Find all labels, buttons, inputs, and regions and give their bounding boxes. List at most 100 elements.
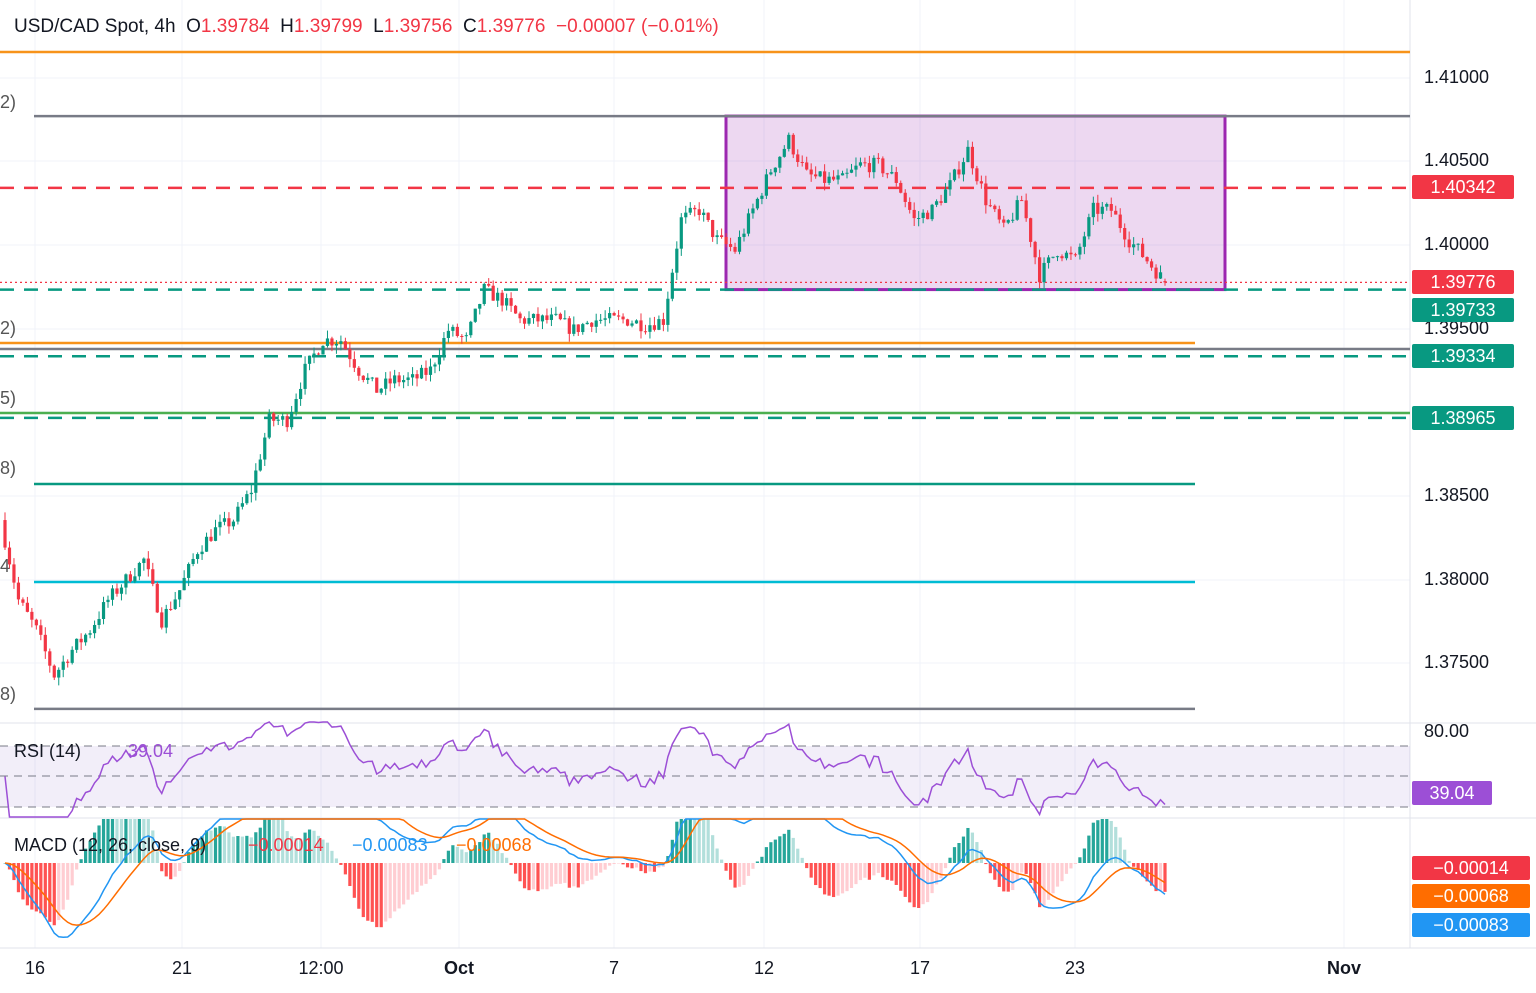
candle-body bbox=[191, 558, 195, 564]
macd-histogram-bar bbox=[903, 863, 907, 897]
macd-histogram-bar bbox=[204, 830, 209, 863]
candle-body bbox=[272, 413, 276, 421]
macd-histogram-bar bbox=[634, 863, 639, 868]
macd-histogram-bar bbox=[155, 851, 159, 863]
time-tick: 7 bbox=[608, 958, 620, 978]
macd-histogram-bar bbox=[540, 863, 545, 890]
candle-body bbox=[151, 569, 155, 584]
candle-body bbox=[88, 633, 92, 635]
macd-histogram-bar bbox=[469, 850, 473, 863]
candle-body bbox=[500, 292, 504, 306]
macd-histogram-bar bbox=[1118, 837, 1122, 863]
macd-histogram-bar bbox=[43, 863, 47, 918]
macd-histogram-bar bbox=[809, 863, 813, 878]
macd-tag: −0.00083 bbox=[1412, 913, 1530, 937]
macd-histogram-bar bbox=[513, 863, 518, 874]
macd-histogram-bar bbox=[57, 863, 61, 921]
macd-histogram-bar bbox=[706, 819, 710, 863]
macd-histogram-bar bbox=[621, 863, 625, 865]
macd-histogram-bar bbox=[1096, 820, 1100, 863]
macd-histogram-bar bbox=[482, 834, 486, 863]
macd-histogram-bar bbox=[746, 863, 751, 876]
candle-body bbox=[746, 213, 751, 234]
candle-body bbox=[419, 367, 424, 379]
time-tick: 12 bbox=[753, 958, 775, 978]
macd-histogram-bar bbox=[34, 863, 38, 912]
macd-histogram-bar bbox=[751, 863, 755, 869]
macd-label: MACD (12, 26, close, 9) bbox=[14, 835, 207, 855]
macd-histogram-bar bbox=[608, 863, 612, 866]
macd-histogram-bar bbox=[737, 863, 742, 887]
macd-histogram-bar bbox=[222, 826, 227, 863]
candle-body bbox=[1136, 243, 1140, 245]
macd-hist-tag: −0.00014 bbox=[1412, 856, 1530, 880]
macd-histogram-bar bbox=[527, 863, 531, 891]
macd-histogram-bar bbox=[348, 863, 352, 887]
macd-histogram-bar bbox=[1073, 863, 1078, 864]
fib-label: 2) bbox=[0, 318, 17, 338]
macd-histogram-bar bbox=[1069, 863, 1073, 869]
candle-body bbox=[1069, 252, 1073, 255]
candle-body bbox=[1118, 214, 1122, 229]
candle-body bbox=[724, 237, 728, 245]
candle-body bbox=[679, 217, 683, 249]
macd-histogram-bar bbox=[728, 863, 733, 880]
candle-body bbox=[728, 244, 733, 247]
candle-body bbox=[688, 207, 692, 213]
time-tick: 12:00 bbox=[298, 958, 344, 978]
price-tick: 1.39500 bbox=[1424, 318, 1490, 338]
candle-body bbox=[1011, 219, 1015, 221]
candle-body bbox=[657, 319, 661, 330]
price-tag-support: 1.39733 bbox=[1412, 298, 1514, 322]
candle-body bbox=[370, 377, 374, 379]
macd-histogram-bar bbox=[424, 863, 428, 884]
macd-histogram-bar bbox=[599, 863, 603, 873]
candle-body bbox=[119, 587, 124, 594]
symbol-header: USD/CAD Spot, 4h O1.39784 H1.39799 L1.39… bbox=[14, 16, 719, 38]
candle-body bbox=[487, 283, 491, 286]
candle-body bbox=[267, 413, 271, 438]
macd-histogram-bar bbox=[245, 835, 249, 863]
candle-body bbox=[352, 359, 356, 368]
macd-histogram-bar bbox=[478, 842, 482, 863]
close-label: C bbox=[462, 16, 477, 37]
price-tick: 1.41000 bbox=[1424, 67, 1490, 87]
candle-body bbox=[464, 335, 468, 337]
macd-signal-value: −0.00068 bbox=[456, 835, 532, 855]
candle-body bbox=[921, 212, 925, 219]
price-tick: 1.38000 bbox=[1424, 569, 1490, 589]
macd-histogram-bar bbox=[1064, 863, 1069, 874]
candle-body bbox=[1051, 256, 1055, 258]
macd-histogram-bar bbox=[451, 845, 455, 863]
candle-body bbox=[1163, 281, 1167, 283]
candle-body bbox=[675, 248, 679, 273]
macd-histogram-bar bbox=[464, 852, 468, 863]
candle-body bbox=[814, 174, 818, 177]
macd-histogram-bar bbox=[442, 859, 446, 863]
candle-body bbox=[1154, 267, 1158, 279]
candle-body bbox=[957, 169, 961, 175]
macd-histogram-bar bbox=[899, 863, 903, 891]
macd-histogram-bar bbox=[1100, 819, 1104, 863]
macd-histogram-bar bbox=[639, 863, 643, 872]
macd-histogram-bar bbox=[455, 846, 459, 863]
candle-body bbox=[137, 562, 141, 577]
candle-body bbox=[1149, 261, 1154, 268]
macd-histogram-bar bbox=[290, 836, 294, 863]
macd-histogram-bar bbox=[285, 831, 289, 863]
macd-histogram-bar bbox=[312, 830, 316, 863]
macd-histogram-bar bbox=[209, 830, 213, 863]
candle-body bbox=[858, 162, 863, 166]
change-value: −0.00007 (−0.01%) bbox=[555, 16, 719, 37]
macd-histogram-bar bbox=[970, 832, 975, 863]
candle-body bbox=[943, 189, 948, 203]
macd-histogram-bar bbox=[518, 863, 522, 882]
candle-body bbox=[970, 146, 975, 169]
candle-body bbox=[1096, 202, 1100, 214]
candle-body bbox=[61, 661, 65, 670]
candle-body bbox=[881, 158, 885, 174]
candle-body bbox=[133, 576, 137, 582]
macd-histogram-bar bbox=[79, 859, 83, 863]
macd-histogram-bar bbox=[930, 863, 934, 894]
